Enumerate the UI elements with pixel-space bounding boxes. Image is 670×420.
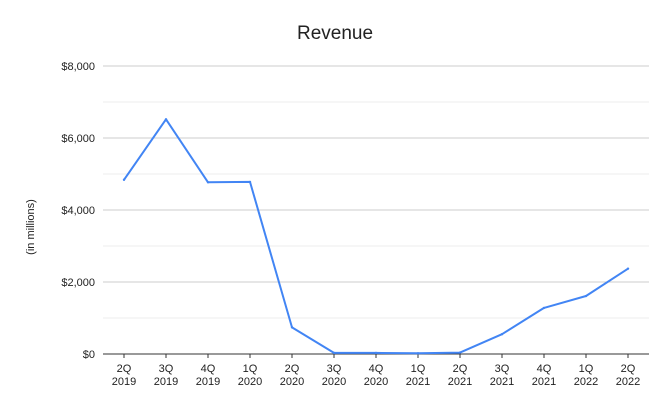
- x-tick-label: 3Q 2021: [490, 363, 514, 388]
- data-point: [290, 326, 294, 329]
- grid-lines: [103, 65, 649, 319]
- data-point: [206, 181, 210, 184]
- x-tick-label: 3Q 2019: [154, 363, 178, 388]
- x-tick-label: 4Q 2020: [364, 363, 388, 388]
- data-series: [122, 118, 630, 355]
- x-tick-label: 4Q 2019: [196, 363, 220, 388]
- y-tick-label: $2,000: [61, 277, 95, 289]
- y-tick-label: $4,000: [61, 205, 95, 217]
- x-tick-label: 2Q 2020: [280, 363, 304, 388]
- x-tick-label: 4Q 2021: [532, 363, 556, 388]
- y-tick-label: $0: [83, 349, 95, 361]
- data-point: [248, 180, 252, 184]
- data-point: [164, 118, 168, 121]
- x-tick-label: 3Q 2020: [322, 363, 346, 388]
- chart-title: Revenue: [297, 23, 373, 44]
- x-tick-label: 1Q 2021: [406, 363, 430, 388]
- data-point: [542, 306, 546, 310]
- data-point: [416, 352, 420, 355]
- data-point: [500, 333, 504, 336]
- data-point: [374, 351, 378, 355]
- data-point: [458, 351, 462, 354]
- y-tick-label: $8,000: [61, 61, 95, 73]
- y-tick-label: $6,000: [61, 133, 95, 145]
- data-point: [584, 294, 588, 298]
- x-tick-label: 1Q 2020: [238, 363, 262, 388]
- x-tick-label: 2Q 2019: [112, 363, 136, 388]
- x-tick-label: 2Q 2022: [616, 363, 640, 388]
- x-tick-label: 2Q 2021: [448, 363, 472, 388]
- y-axis-ticks: $0 $2,000 $4,000 $6,000 $8,000: [61, 61, 95, 361]
- data-point: [626, 267, 630, 270]
- data-point: [332, 351, 336, 355]
- x-tick-label: 1Q 2022: [574, 363, 598, 388]
- data-point: [122, 178, 126, 181]
- y-axis-label: (in millions): [25, 199, 37, 255]
- x-axis-ticks: 2Q 2019 3Q 2019 4Q 2019 1Q 2020 2Q 2020 3Q 2020 4Q 20…: [112, 354, 640, 388]
